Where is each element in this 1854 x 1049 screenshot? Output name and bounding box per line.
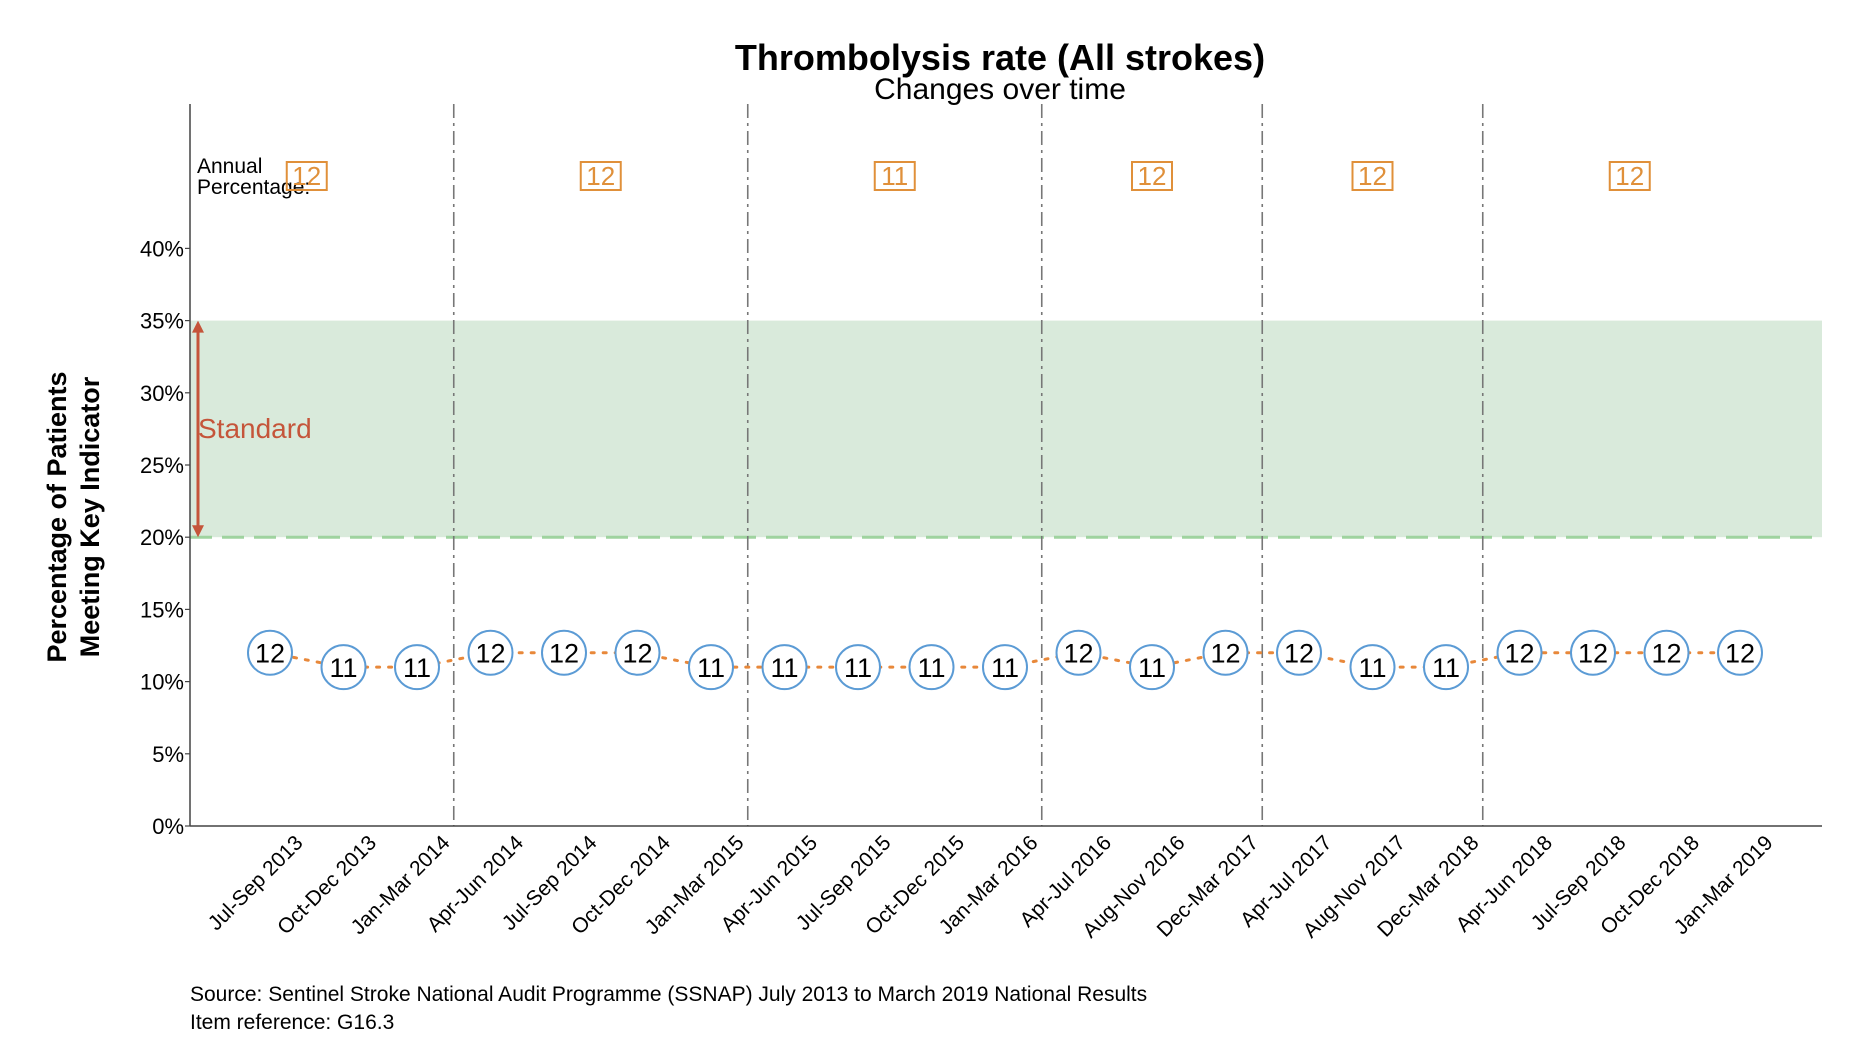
data-point: 12 bbox=[1496, 629, 1543, 676]
y-tick-label: 0% bbox=[152, 814, 184, 839]
annual-percentage-3: 11 bbox=[881, 161, 908, 191]
data-point: 11 bbox=[761, 644, 808, 691]
chart-subtitle: Changes over time bbox=[874, 73, 1126, 106]
data-point-marker bbox=[1717, 629, 1763, 676]
annual-percentage-box bbox=[873, 161, 916, 191]
annual-label-line-2: Percentage: bbox=[197, 176, 310, 199]
annual-percentage-box bbox=[1351, 161, 1394, 191]
data-point-marker bbox=[614, 629, 661, 676]
data-point: 12 bbox=[1276, 629, 1322, 676]
data-point-marker bbox=[1129, 644, 1175, 691]
data-point: 12 bbox=[1570, 629, 1616, 676]
standard-band bbox=[190, 320, 1822, 538]
data-point: 12 bbox=[1643, 629, 1690, 676]
annual-percentage-box bbox=[1608, 161, 1651, 191]
data-point-label: 11 bbox=[917, 653, 945, 683]
data-point: 11 bbox=[908, 644, 955, 691]
annual-label-line-1: Annual bbox=[197, 155, 262, 178]
data-point-label: 12 bbox=[549, 639, 579, 669]
data-point: 12 bbox=[1055, 629, 1102, 676]
data-point-marker bbox=[320, 644, 367, 691]
annual-percentage-1: 12 bbox=[292, 161, 321, 191]
y-tick-label: 25% bbox=[140, 453, 184, 478]
data-point: 11 bbox=[688, 644, 734, 691]
data-point-label: 11 bbox=[1432, 653, 1460, 683]
data-point-marker bbox=[761, 644, 808, 691]
data-point-label: 11 bbox=[403, 653, 431, 683]
data-point-marker bbox=[1570, 629, 1616, 676]
data-point-label: 11 bbox=[991, 653, 1019, 683]
data-point-label: 12 bbox=[255, 639, 285, 669]
data-point-marker bbox=[467, 629, 514, 676]
data-point-label: 12 bbox=[475, 639, 505, 669]
chart-title: Thrombolysis rate (All strokes) bbox=[735, 37, 1265, 78]
data-point-label: 12 bbox=[1284, 639, 1314, 669]
data-point: 11 bbox=[1349, 644, 1396, 691]
data-point: 11 bbox=[982, 644, 1028, 691]
data-point-marker bbox=[835, 644, 881, 691]
data-point-label: 12 bbox=[1725, 639, 1755, 669]
annual-percentage-4: 12 bbox=[1138, 161, 1167, 191]
standard-arrow-top bbox=[192, 320, 204, 333]
data-point-label: 11 bbox=[1358, 653, 1386, 683]
data-point-marker bbox=[541, 629, 587, 676]
data-point-marker bbox=[982, 644, 1028, 691]
data-point: 12 bbox=[614, 629, 661, 676]
data-point: 12 bbox=[467, 629, 514, 676]
data-point: 11 bbox=[394, 644, 440, 691]
y-tick-label: 30% bbox=[140, 381, 184, 406]
data-point-label: 11 bbox=[1138, 653, 1166, 683]
data-point: 11 bbox=[320, 644, 367, 691]
data-point-marker bbox=[908, 644, 955, 691]
standard-label: Standard bbox=[198, 413, 312, 444]
data-point: 11 bbox=[1129, 644, 1175, 691]
data-point-label: 12 bbox=[1063, 639, 1093, 669]
annual-percentage-box bbox=[285, 161, 328, 191]
data-point-marker bbox=[1276, 629, 1322, 676]
data-point-marker bbox=[1202, 629, 1249, 676]
y-axis-label-line-2: Meeting Key Indicator bbox=[75, 376, 105, 657]
data-point-label: 12 bbox=[1578, 639, 1608, 669]
data-point: 12 bbox=[1202, 629, 1249, 676]
data-point: 11 bbox=[835, 644, 881, 691]
data-point: 12 bbox=[1717, 629, 1763, 676]
data-point-marker bbox=[688, 644, 734, 691]
data-point-label: 11 bbox=[697, 653, 725, 683]
data-point: 12 bbox=[541, 629, 587, 676]
data-point: 11 bbox=[1423, 644, 1469, 691]
y-axis-label: Percentage of Patients Meeting Key Indic… bbox=[42, 371, 105, 662]
y-tick-label: 35% bbox=[140, 309, 184, 334]
data-point-marker bbox=[247, 629, 293, 676]
y-tick-label: 10% bbox=[140, 670, 184, 695]
data-point-label: 12 bbox=[1651, 639, 1681, 669]
data-point-marker bbox=[1055, 629, 1102, 676]
y-tick-label: 5% bbox=[152, 742, 184, 767]
source-note: Source: Sentinel Stroke National Audit P… bbox=[190, 983, 1148, 1006]
data-point-marker bbox=[1643, 629, 1690, 676]
data-point-label: 12 bbox=[1504, 639, 1534, 669]
y-tick-label: 15% bbox=[140, 597, 184, 622]
annual-percentage-box bbox=[1131, 161, 1173, 191]
y-tick-label: 40% bbox=[140, 236, 184, 261]
series-line bbox=[268, 651, 1742, 669]
data-point-label: 11 bbox=[844, 653, 872, 683]
data-point-marker bbox=[1423, 644, 1469, 691]
data-point-label: 12 bbox=[1210, 639, 1240, 669]
data-point-label: 12 bbox=[622, 639, 652, 669]
annual-percentage-5: 12 bbox=[1358, 161, 1387, 191]
y-axis-label-line-1: Percentage of Patients bbox=[42, 371, 72, 662]
standard-arrow-bottom bbox=[192, 525, 204, 538]
annual-percentage-box bbox=[579, 161, 622, 191]
data-point-marker bbox=[1496, 629, 1543, 676]
data-point-label: 11 bbox=[770, 653, 798, 683]
data-point: 12 bbox=[247, 629, 293, 676]
annual-percentage-6: 12 bbox=[1615, 161, 1644, 191]
annual-percentage-2: 12 bbox=[586, 161, 615, 191]
data-point-label: 11 bbox=[329, 653, 357, 683]
item-reference: Item reference: G16.3 bbox=[190, 1011, 395, 1034]
data-point-marker bbox=[394, 644, 440, 691]
data-point-marker bbox=[1349, 644, 1396, 691]
y-tick-label: 20% bbox=[140, 525, 184, 550]
